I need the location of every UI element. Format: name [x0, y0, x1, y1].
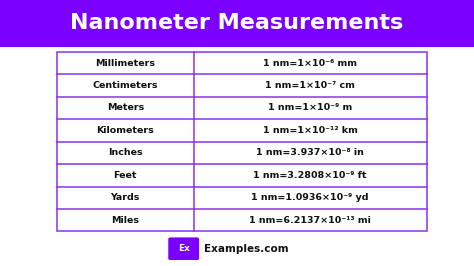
- Text: Yards: Yards: [110, 193, 140, 202]
- Text: Millimeters: Millimeters: [95, 59, 155, 68]
- Text: Inches: Inches: [108, 148, 143, 157]
- Text: Feet: Feet: [114, 171, 137, 180]
- Text: Centimeters: Centimeters: [92, 81, 158, 90]
- Text: 1 nm=1×10⁻⁶ mm: 1 nm=1×10⁻⁶ mm: [263, 59, 357, 68]
- Bar: [57, 52, 427, 231]
- Text: 1 nm=3.937×10⁻⁸ in: 1 nm=3.937×10⁻⁸ in: [256, 148, 364, 157]
- Text: Meters: Meters: [107, 103, 144, 113]
- FancyBboxPatch shape: [168, 238, 199, 260]
- Text: 1 nm=1×10⁻⁷ cm: 1 nm=1×10⁻⁷ cm: [265, 81, 355, 90]
- Text: 1 nm=1×10⁻¹² km: 1 nm=1×10⁻¹² km: [263, 126, 357, 135]
- Text: Nanometer Measurements: Nanometer Measurements: [70, 13, 404, 33]
- Text: 1 nm=6.2137×10⁻¹³ mi: 1 nm=6.2137×10⁻¹³ mi: [249, 216, 371, 225]
- Text: 1 nm=1.0936×10⁻⁹ yd: 1 nm=1.0936×10⁻⁹ yd: [251, 193, 369, 202]
- Text: Miles: Miles: [111, 216, 139, 225]
- Text: 1 nm=3.2808×10⁻⁹ ft: 1 nm=3.2808×10⁻⁹ ft: [254, 171, 367, 180]
- Text: 1 nm=1×10⁻⁹ m: 1 nm=1×10⁻⁹ m: [268, 103, 352, 113]
- Text: Examples.com: Examples.com: [204, 244, 289, 254]
- Text: Kilometers: Kilometers: [96, 126, 154, 135]
- Bar: [0, 0, 474, 47]
- Text: Ex: Ex: [178, 244, 190, 253]
